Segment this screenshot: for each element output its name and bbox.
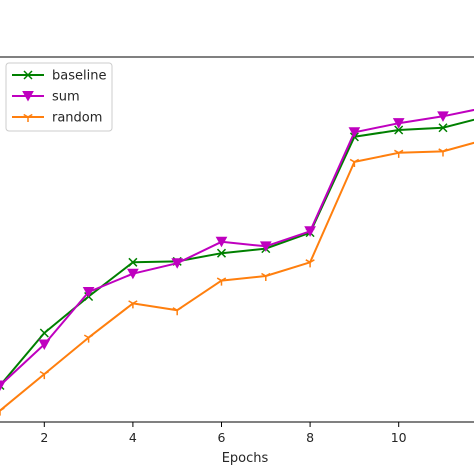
series-line-random <box>0 141 474 412</box>
data-point-random <box>261 272 271 281</box>
data-point-random <box>438 148 448 157</box>
data-point-random <box>305 259 315 268</box>
data-point-random <box>216 277 227 286</box>
data-point-baseline <box>394 125 404 135</box>
data-point-baseline <box>216 248 227 258</box>
series-line-sum <box>0 108 474 387</box>
series-layer <box>0 108 474 416</box>
data-point-sum <box>127 268 139 280</box>
legend-marker-random <box>23 113 33 122</box>
data-point-baseline <box>128 257 138 267</box>
legend: baseline sum random <box>5 62 113 132</box>
data-point-sum <box>348 127 361 138</box>
data-point-baseline <box>438 123 448 133</box>
data-point-sum <box>0 380 6 392</box>
data-point-sum <box>38 339 51 350</box>
x-tick-label: 10 <box>391 430 407 445</box>
data-point-random <box>83 334 94 343</box>
data-point-sum <box>171 258 184 269</box>
legend-label-random: random <box>52 111 102 126</box>
series-line-baseline <box>0 118 474 387</box>
x-tick-layer: 2 4 6 8 10 <box>40 422 407 445</box>
data-point-sum <box>437 111 449 122</box>
data-point-sum <box>215 236 228 248</box>
data-point-sum <box>259 241 272 252</box>
legend-label-sum: sum <box>52 90 80 105</box>
data-point-random <box>172 307 182 316</box>
legend-marker-baseline <box>23 70 33 80</box>
data-point-sum <box>82 286 95 298</box>
x-tick-label: 4 <box>129 430 137 445</box>
data-point-random <box>349 158 360 167</box>
x-tick-label: 8 <box>306 430 314 445</box>
series-random <box>0 141 474 416</box>
x-tick-label: 2 <box>40 430 48 445</box>
data-point-random <box>39 370 49 380</box>
data-point-baseline <box>39 328 49 338</box>
legend-box <box>5 62 113 132</box>
data-point-random <box>128 300 138 309</box>
data-point-sum <box>304 226 316 237</box>
x-axis-label: Epochs <box>222 451 269 466</box>
legend-marker-sum <box>22 91 34 102</box>
legend-label-baseline: baseline <box>52 69 106 84</box>
data-point-random <box>0 407 5 416</box>
data-point-random <box>394 149 404 158</box>
x-tick-label: 6 <box>218 430 226 445</box>
series-sum <box>0 108 474 392</box>
data-point-sum <box>392 118 405 129</box>
